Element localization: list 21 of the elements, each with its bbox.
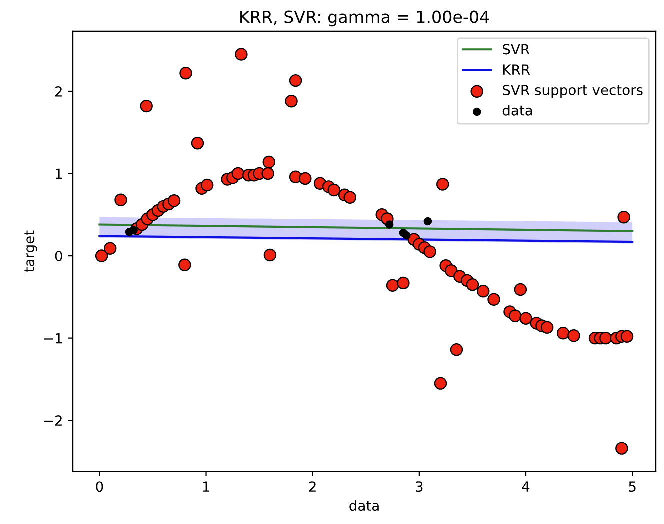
y-tick-label: 0	[55, 251, 62, 262]
x-axis-title: data	[350, 500, 379, 512]
point	[402, 231, 411, 240]
y-tick-label: 2	[56, 86, 62, 97]
y-tick-label: −2	[44, 416, 62, 426]
legend-label: data	[502, 105, 532, 116]
legend-label: KRR	[503, 64, 530, 75]
point	[424, 217, 432, 226]
x-tick-label: 5	[629, 482, 636, 492]
y-tick-label: −1	[44, 333, 62, 344]
y-tick-label: 1	[56, 168, 62, 180]
x-tick-label: 3	[416, 482, 423, 492]
point	[385, 220, 394, 229]
chart-title: KRR, SVR: gamma = 1.00e-04	[240, 10, 490, 27]
x-tick-label: 1	[203, 482, 210, 492]
x-tick-label: 2	[309, 482, 316, 492]
y-axis-title: target	[24, 230, 38, 272]
legend-label: SVR	[503, 44, 530, 55]
legend-label: SVR support vectors	[503, 84, 643, 98]
x-tick-label: 4	[522, 482, 530, 492]
x-tick-label: 0	[96, 482, 104, 492]
